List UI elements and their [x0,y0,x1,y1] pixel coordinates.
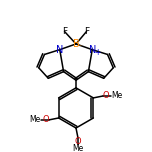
Text: B: B [73,39,79,49]
Text: Me: Me [112,92,123,100]
Text: O: O [75,137,81,146]
Text: +: + [94,48,100,57]
Text: N: N [89,45,96,55]
Text: ⁻: ⁻ [78,42,82,51]
Text: O: O [102,92,109,100]
Text: F: F [84,27,89,36]
Text: F: F [62,27,67,36]
Text: O: O [43,115,50,124]
Text: Me: Me [72,143,84,152]
Text: Me: Me [29,115,40,124]
Text: N: N [56,45,63,55]
